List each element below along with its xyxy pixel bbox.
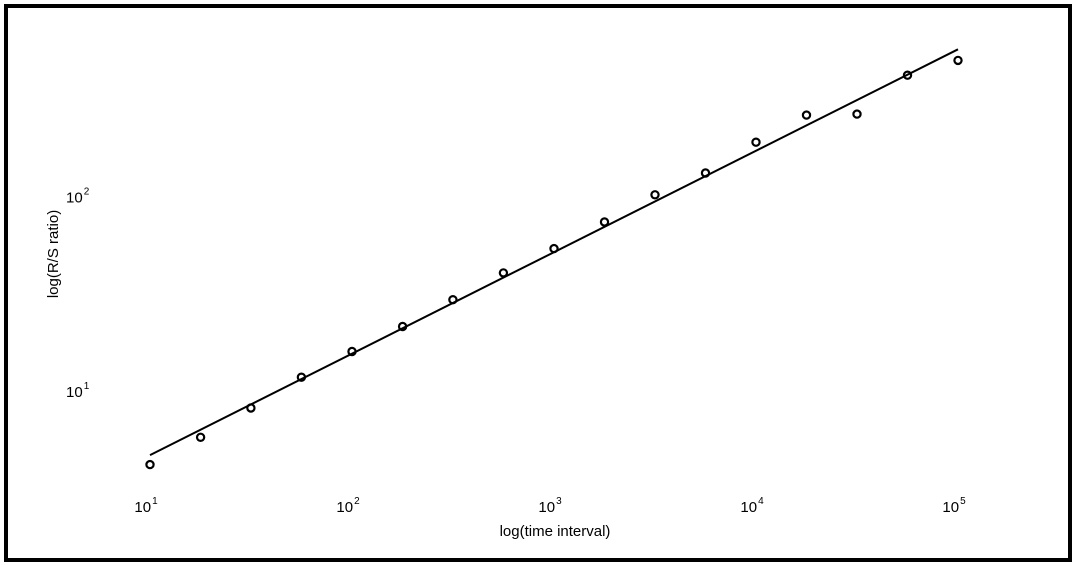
x-tick-label: 102 [336,496,360,516]
x-tick-label: 103 [538,496,562,516]
x-axis-ticks: 101 102 103 104 105 [134,496,966,516]
figure-frame [4,4,1072,562]
x-tick-label: 101 [134,496,158,516]
tick-base: 10 [740,499,757,516]
tick-exponent: 3 [556,496,562,507]
tick-exponent: 2 [354,496,360,507]
tick-exponent: 1 [152,496,158,507]
x-tick-label: 105 [942,496,966,516]
tick-exponent: 1 [84,381,90,392]
tick-base: 10 [66,384,83,401]
tick-base: 10 [538,499,555,516]
x-axis-label: log(time interval) [500,523,611,540]
tick-base: 10 [134,499,151,516]
y-axis-label: log(R/S ratio) [45,210,62,298]
tick-exponent: 5 [960,496,966,507]
data-point [195,432,206,442]
data-point [801,110,812,120]
data-point [650,190,660,200]
tick-exponent: 2 [84,187,90,198]
data-point [145,459,155,470]
tick-base: 10 [336,499,353,516]
fit-line [149,48,959,456]
tick-base: 10 [942,499,959,516]
x-tick-label: 104 [740,496,764,516]
data-point [953,55,963,66]
tick-base: 10 [66,190,83,207]
data-point [599,217,610,227]
data-point [902,70,913,80]
plot-area [145,48,963,470]
y-tick-label: 101 [66,381,90,401]
y-tick-label: 102 [66,187,90,207]
tick-exponent: 4 [758,496,764,507]
data-point [852,109,862,119]
data-point [751,137,761,147]
